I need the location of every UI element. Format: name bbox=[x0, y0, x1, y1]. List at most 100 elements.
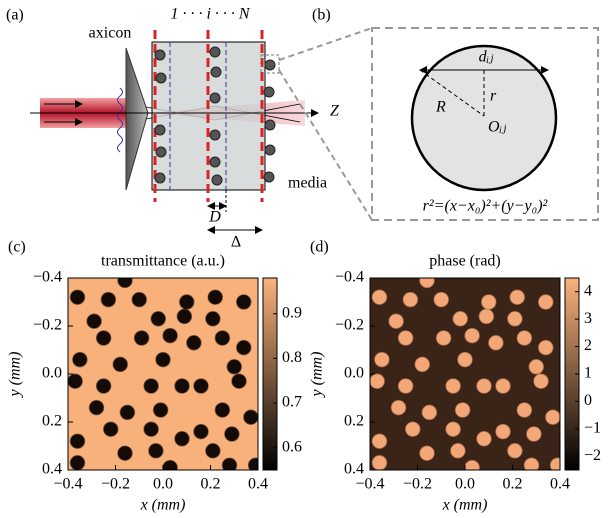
particle bbox=[420, 446, 434, 460]
colorbar-tick-label: 0.7 bbox=[282, 394, 302, 411]
particle bbox=[87, 314, 101, 328]
media-label: media bbox=[288, 175, 327, 192]
particle bbox=[465, 329, 479, 343]
formula: r²=(x−x₀)²+(y−y₀)² bbox=[423, 198, 549, 215]
particle bbox=[90, 401, 104, 415]
y-tick-label: −0.4 bbox=[33, 269, 62, 286]
particle bbox=[227, 360, 241, 374]
particle bbox=[370, 374, 384, 388]
axicon-label: axicon bbox=[89, 25, 132, 42]
y-tick-label: 0.2 bbox=[344, 413, 364, 430]
particle bbox=[434, 293, 448, 307]
particle bbox=[156, 353, 170, 367]
particle bbox=[437, 331, 451, 345]
particle bbox=[144, 379, 158, 393]
particle bbox=[477, 379, 491, 393]
colorbar-tick-label: 1 bbox=[584, 365, 592, 382]
colorbar-tick-label: 3 bbox=[584, 310, 592, 327]
panel-a: (a) 1 · · · i · · · N axicon Z media D Δ bbox=[6, 6, 372, 251]
particle bbox=[237, 341, 251, 355]
particle bbox=[194, 379, 208, 393]
particle bbox=[373, 290, 387, 304]
x-tick-label: 0.2 bbox=[201, 476, 221, 493]
particle bbox=[215, 403, 229, 417]
y-tick-label: 0.4 bbox=[42, 461, 62, 478]
particle bbox=[508, 312, 522, 326]
colorbar-tick-label: −2 bbox=[584, 447, 601, 464]
particle bbox=[453, 312, 467, 326]
particle bbox=[482, 295, 496, 309]
axicon bbox=[126, 48, 148, 190]
x-tick-label: 0.0 bbox=[153, 476, 173, 493]
x-axis-label: x (mm) bbox=[140, 497, 186, 514]
particle bbox=[225, 427, 239, 441]
panel-b: (b) dᵢⱼ r R Oᵢⱼ r²=(x−x₀)²+(y−y₀)² bbox=[312, 7, 598, 220]
particle bbox=[206, 312, 220, 326]
colorbar bbox=[263, 278, 277, 470]
particle bbox=[446, 379, 460, 393]
particle bbox=[489, 336, 503, 350]
x-axis-label: x (mm) bbox=[442, 497, 488, 514]
particle bbox=[510, 290, 524, 304]
particle bbox=[144, 422, 158, 436]
x-tick-label: −0.2 bbox=[403, 476, 432, 493]
particle bbox=[422, 405, 436, 419]
particle bbox=[546, 410, 560, 424]
particle bbox=[534, 374, 548, 388]
particle bbox=[389, 314, 403, 328]
particle bbox=[135, 331, 149, 345]
particle bbox=[403, 293, 417, 307]
particle bbox=[465, 461, 479, 475]
particle bbox=[187, 336, 201, 350]
y-tick-label: 0.4 bbox=[344, 461, 364, 478]
y-tick-label: −0.2 bbox=[335, 317, 364, 334]
particle bbox=[539, 341, 553, 355]
zoom-line bbox=[279, 70, 372, 220]
particle bbox=[529, 360, 543, 374]
particle bbox=[149, 444, 163, 458]
colorbar-tick-label: 4 bbox=[584, 282, 592, 299]
particle bbox=[118, 273, 132, 287]
particle bbox=[118, 446, 132, 460]
panel-label: (c) bbox=[8, 239, 26, 256]
particle bbox=[71, 434, 85, 448]
particle bbox=[104, 422, 118, 436]
particle bbox=[237, 295, 251, 309]
x-tick-label: 0.2 bbox=[503, 476, 523, 493]
particle bbox=[496, 425, 510, 439]
particle bbox=[68, 374, 82, 388]
colorbar-tick-label: −1 bbox=[584, 420, 601, 437]
particle bbox=[113, 357, 127, 371]
chart-title: transmittance (a.u.) bbox=[101, 253, 225, 270]
offset-label: r bbox=[490, 88, 497, 105]
particle bbox=[517, 403, 531, 417]
particle bbox=[194, 425, 208, 439]
particle bbox=[399, 379, 413, 393]
particle bbox=[446, 422, 460, 436]
colorbar-tick-label: 2 bbox=[584, 337, 592, 354]
particle bbox=[456, 403, 470, 417]
particle bbox=[180, 295, 194, 309]
center-label: Oᵢⱼ bbox=[488, 119, 507, 136]
radius-label: R bbox=[435, 99, 446, 116]
particle bbox=[451, 444, 465, 458]
particle bbox=[399, 331, 413, 345]
panel-label: (b) bbox=[312, 7, 331, 24]
x-tick-label: 0.4 bbox=[550, 476, 570, 493]
particle bbox=[163, 461, 177, 475]
particle bbox=[206, 444, 220, 458]
zoom-line bbox=[279, 28, 372, 60]
particle bbox=[373, 434, 387, 448]
y-tick-label: 0.0 bbox=[344, 365, 364, 382]
particle bbox=[73, 353, 87, 367]
period-label: Δ bbox=[231, 234, 241, 251]
particle bbox=[232, 374, 246, 388]
particle bbox=[154, 403, 168, 417]
particle bbox=[477, 432, 491, 446]
y-tick-label: 0.2 bbox=[42, 413, 62, 430]
x-tick-label: −0.4 bbox=[355, 476, 384, 493]
panel-label: (d) bbox=[310, 239, 329, 256]
particle bbox=[163, 329, 177, 343]
particle bbox=[132, 293, 146, 307]
particle bbox=[215, 331, 229, 345]
